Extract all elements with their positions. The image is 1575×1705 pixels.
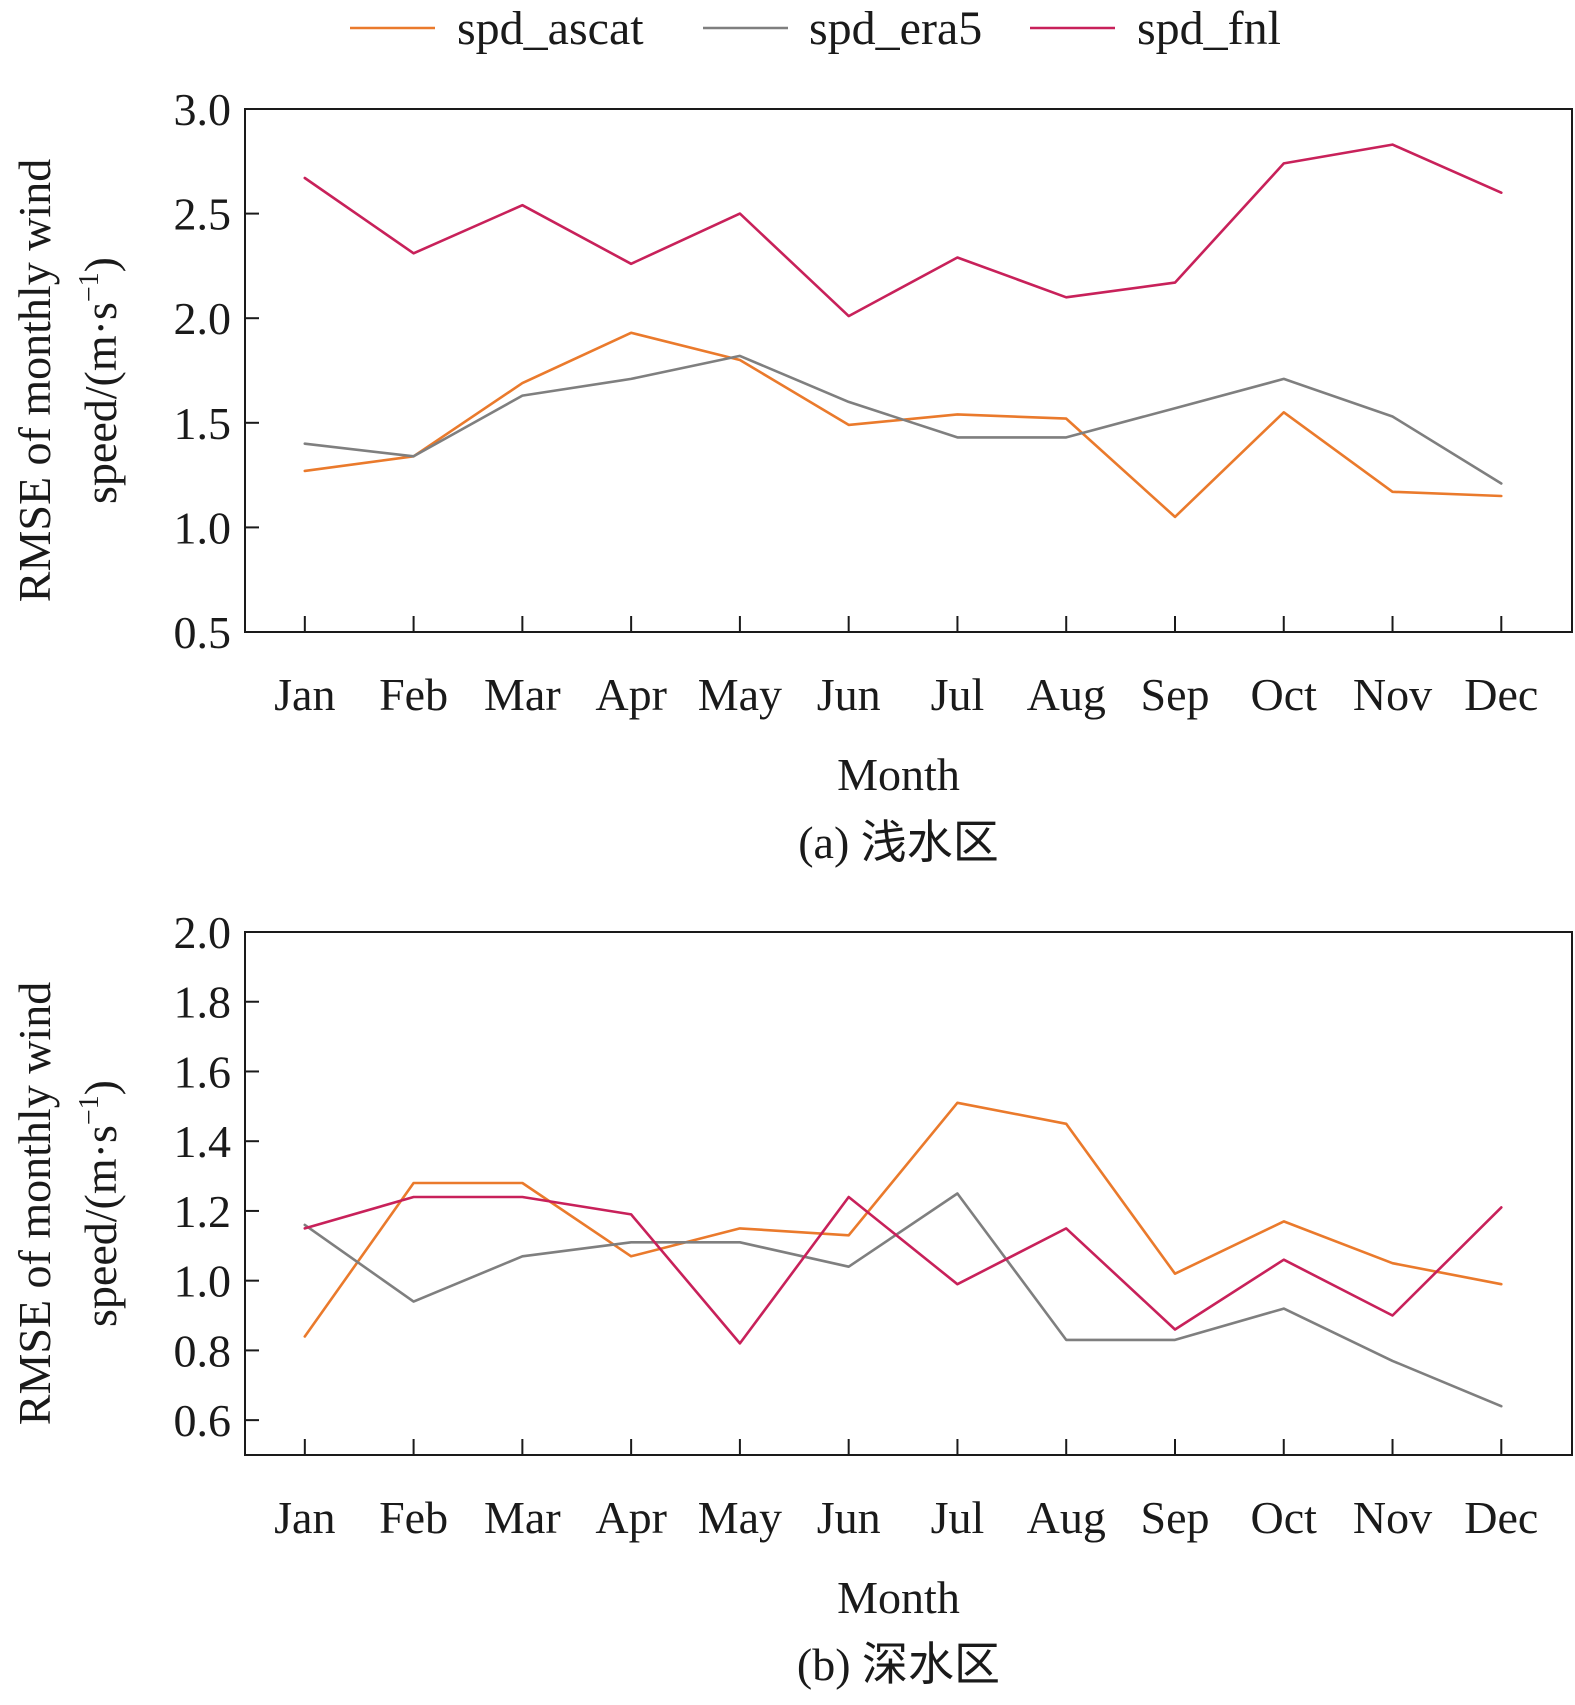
plot-area-frame: [244, 108, 1573, 633]
series-line-spd_fnl: [303, 143, 1503, 318]
y-tick-label: 1.5: [174, 398, 232, 449]
x-tick-label: Jun: [817, 1492, 881, 1543]
plot-area-frame: [244, 931, 1573, 1456]
series-line-spd_ascat: [303, 331, 1503, 519]
y-tick-label: 1.4: [174, 1116, 232, 1167]
legend-item-spd_fnl: spd_fnl: [1030, 2, 1281, 55]
x-tick-label: Oct: [1251, 1492, 1318, 1543]
x-tick-label: May: [698, 1492, 782, 1543]
legend-label-spd_fnl: spd_fnl: [1137, 2, 1281, 55]
y-axis-title-line2: speed/(m·s−1): [74, 1080, 126, 1327]
y-axis-title: RMSE of monthly wind speed/(m·s−1): [9, 159, 126, 602]
x-tick-label: Apr: [595, 669, 667, 720]
x-tick-label: Sep: [1140, 1492, 1209, 1543]
x-tick-label: Sep: [1140, 669, 1209, 720]
x-tick-label: Mar: [484, 669, 561, 720]
x-tick-label: Aug: [1027, 1492, 1106, 1543]
legend-label-spd_ascat: spd_ascat: [457, 2, 644, 55]
x-tick-label: Jul: [931, 1492, 985, 1543]
y-axis-title: RMSE of monthly wind speed/(m·s−1): [9, 982, 126, 1425]
y-axis-title-line1: RMSE of monthly wind: [9, 982, 60, 1425]
y-tick-label: 0.8: [174, 1325, 232, 1376]
series-line-spd_era5: [303, 354, 1503, 485]
panel-a-shallow-water: 0.5 1.0 1.5 2.0 2.5 3.0 Jan Feb Mar Apr May Jun Jul A…: [9, 84, 1573, 868]
x-tick-label: Nov: [1353, 1492, 1432, 1543]
y-tick-label: 1.0: [174, 1256, 232, 1307]
panel-b-deep-water: 0.6 0.8 1.0 1.2 1.4 1.6 1.8 2.0 Jan Feb Mar Apr May J…: [9, 907, 1573, 1690]
legend-item-spd_era5: spd_era5: [703, 2, 982, 55]
x-tick-label: Nov: [1353, 669, 1432, 720]
y-tick-label: 0.5: [174, 607, 232, 658]
x-tick-label: Feb: [379, 669, 448, 720]
y-tick-label: 2.5: [174, 189, 232, 240]
legend-item-spd_ascat: spd_ascat: [350, 2, 644, 55]
x-tick-label: Jan: [274, 1492, 335, 1543]
legend: spd_ascat spd_era5 spd_fnl: [350, 2, 1281, 55]
legend-label-spd_era5: spd_era5: [809, 2, 982, 55]
panel-caption: (b) 深水区: [797, 1639, 1000, 1690]
y-tick-label: 3.0: [174, 84, 232, 135]
series-line-spd_fnl: [303, 1195, 1503, 1345]
x-tick-label: Oct: [1251, 669, 1318, 720]
x-axis-title: Month: [837, 1572, 960, 1623]
x-tick-label: Aug: [1027, 669, 1106, 720]
x-tick-label: Jun: [817, 669, 881, 720]
y-tick-label: 1.6: [174, 1046, 232, 1097]
y-tick-label: 2.0: [174, 293, 232, 344]
x-tick-label: May: [698, 669, 782, 720]
x-tick-label: Apr: [595, 1492, 667, 1543]
y-tick-label: 2.0: [174, 907, 232, 958]
series-line-spd_ascat: [303, 1101, 1503, 1338]
x-tick-label: Dec: [1464, 669, 1538, 720]
y-tick-label: 1.8: [174, 977, 232, 1028]
series-line-spd_era5: [303, 1192, 1503, 1408]
x-tick-label: Dec: [1464, 1492, 1538, 1543]
y-tick-label: 1.0: [174, 502, 232, 553]
x-tick-label: Jan: [274, 669, 335, 720]
x-tick-label: Mar: [484, 1492, 561, 1543]
y-axis-title-line1: RMSE of monthly wind: [9, 159, 60, 602]
x-tick-label: Feb: [379, 1492, 448, 1543]
x-tick-label: Jul: [931, 669, 985, 720]
panel-caption: (a) 浅水区: [798, 817, 999, 868]
x-axis-title: Month: [837, 749, 960, 800]
y-tick-label: 0.6: [174, 1395, 232, 1446]
y-tick-label: 1.2: [174, 1186, 232, 1237]
y-axis-title-line2: speed/(m·s−1): [74, 257, 126, 504]
